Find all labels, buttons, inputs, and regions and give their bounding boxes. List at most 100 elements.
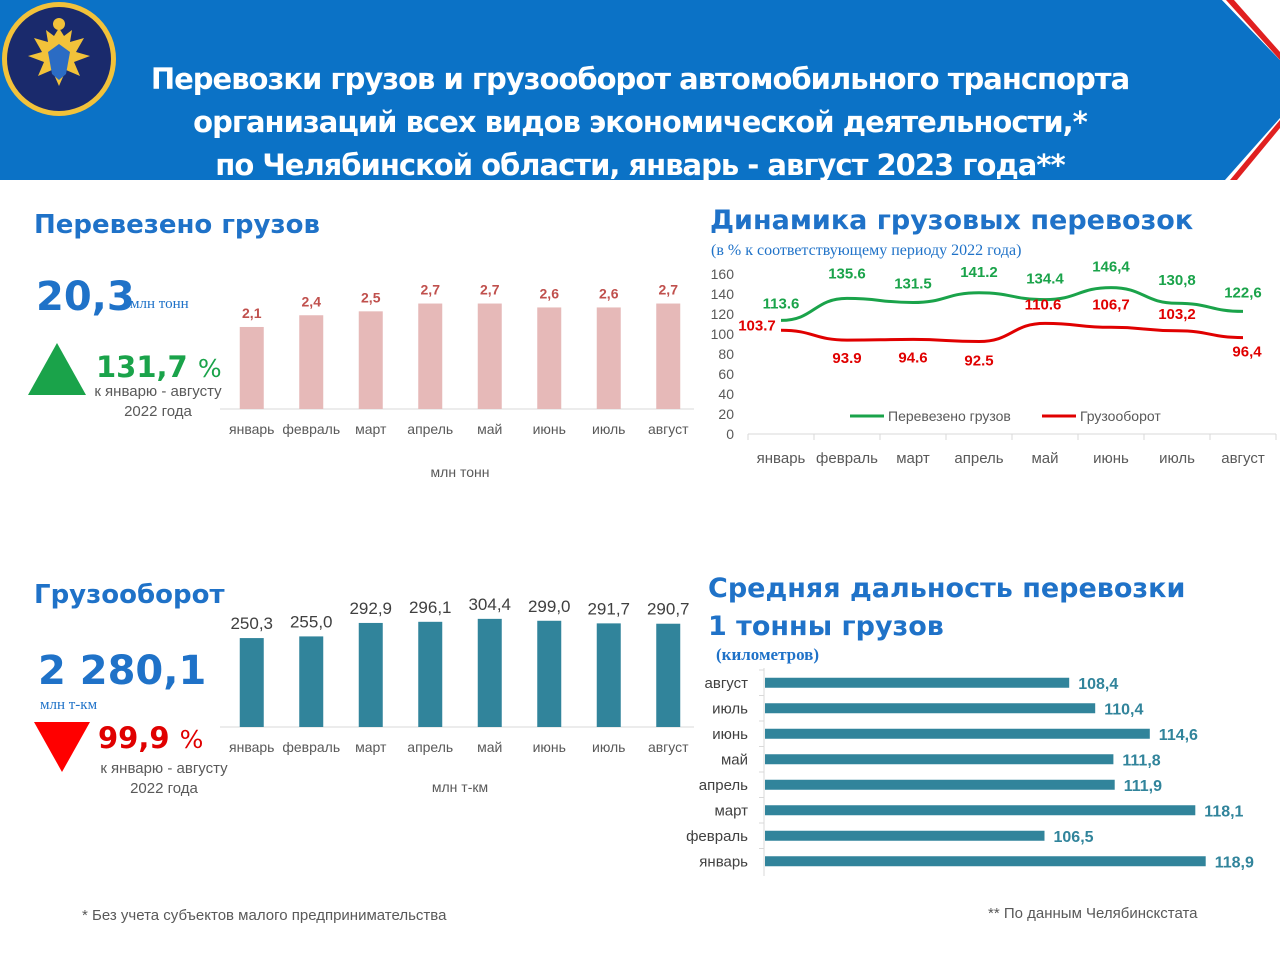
data-label: 103,2 xyxy=(1158,306,1196,323)
bar-июль xyxy=(765,703,1096,714)
bar-апрель xyxy=(418,621,443,727)
tick-label: январь xyxy=(757,450,806,467)
y-tick-label: 80 xyxy=(718,346,734,362)
footnote-right: ** По данным Челябинскстата xyxy=(988,905,1198,922)
turnover-change-value: 99,9 % xyxy=(98,721,203,755)
tick-label: июль xyxy=(592,739,625,755)
cargo-bar-chart: 2,1 январь 2,4 февраль 2,5 март 2,7 апрель 2,7 ма… xyxy=(220,282,694,480)
page-title-line1: Перевозки грузов и грузооборот автомобил… xyxy=(150,62,1130,96)
data-label: 93.9 xyxy=(832,350,861,367)
tick-label: февраль xyxy=(686,828,748,845)
cargo-section-title: Перевезено грузов xyxy=(34,210,320,240)
bar-февраль xyxy=(299,315,324,409)
tick-label: июнь xyxy=(712,726,748,743)
bar-январь xyxy=(239,326,264,409)
dynamics-line-chart: 0 20 40 60 80 100 120 140 160 январь февраль март ап… xyxy=(711,259,1277,467)
data-label: 2,7 xyxy=(659,282,679,298)
data-label: 296,1 xyxy=(409,598,452,617)
tick-label: апрель xyxy=(954,450,1003,467)
tick-label: март xyxy=(355,739,387,755)
tick-label: июнь xyxy=(1093,450,1129,467)
x-axis-label: млн т-км xyxy=(432,779,488,795)
y-tick-label: 100 xyxy=(711,326,735,342)
bar-июль xyxy=(596,623,621,727)
cargo-change-caption: к январю - августу 2022 года xyxy=(88,383,228,420)
legend-label: Перевезено грузов xyxy=(888,408,1011,424)
tick-label: март xyxy=(355,421,387,437)
tick-label: май xyxy=(477,421,502,437)
data-label: 299,0 xyxy=(528,597,571,616)
tick-label: май xyxy=(477,739,502,755)
tick-label: август xyxy=(648,421,689,437)
tick-label: июнь xyxy=(533,739,566,755)
tick-label: февраль xyxy=(816,450,878,467)
banner-background xyxy=(0,0,1280,180)
data-label: 108,4 xyxy=(1078,676,1118,693)
cargo-change-caption-line2: 2022 года xyxy=(124,403,192,420)
footnote-left: * Без учета субъектов малого предпринима… xyxy=(82,907,447,924)
data-label: 118,1 xyxy=(1204,803,1243,820)
data-label: 141.2 xyxy=(960,264,998,281)
data-label: 96,4 xyxy=(1232,344,1262,361)
data-label: 134.4 xyxy=(1026,271,1064,288)
tick-label: июль xyxy=(1159,450,1195,467)
y-tick-label: 0 xyxy=(726,426,734,442)
data-label: 2,6 xyxy=(599,285,619,301)
tick-label: июнь xyxy=(533,421,566,437)
tick-label: январь xyxy=(699,853,748,870)
data-label: 2,7 xyxy=(421,282,441,298)
tick-label: август xyxy=(648,739,689,755)
data-label: 304,4 xyxy=(468,595,511,614)
data-label: 250,3 xyxy=(230,614,273,633)
legend-label: Грузооборот xyxy=(1080,408,1161,424)
turnover-total-unit: млн т-км xyxy=(40,697,98,713)
turnover-change-caption: к январю - августу 2022 года xyxy=(94,760,234,797)
bar-июнь xyxy=(537,620,562,727)
bar-февраль xyxy=(299,636,324,727)
page-title: Перевозки грузов и грузооборот автомобил… xyxy=(140,58,1140,187)
data-label: 2,7 xyxy=(480,282,500,298)
tick-label: апрель xyxy=(407,739,453,755)
tick-label: февраль xyxy=(282,421,340,437)
bar-февраль xyxy=(765,830,1045,841)
dynamics-title: Динамика грузовых перевозок xyxy=(710,205,1194,236)
dynamics-subtitle: (в % к соответствующему периоду 2022 год… xyxy=(711,242,1022,259)
data-label: 106,5 xyxy=(1054,829,1094,846)
tick-label: март xyxy=(896,450,930,467)
series-line-turnover xyxy=(780,321,1244,344)
cargo-change-value: 131,7 % xyxy=(96,350,222,384)
bar-март xyxy=(358,311,383,409)
bar-июль xyxy=(596,307,621,409)
bar-апрель xyxy=(765,779,1115,790)
x-axis-label: млн тонн xyxy=(431,464,490,480)
emblem-icon xyxy=(2,2,116,116)
bar-август xyxy=(656,623,681,727)
data-label: 290,7 xyxy=(647,600,690,619)
data-label: 111,8 xyxy=(1122,752,1160,769)
data-label: 113.6 xyxy=(763,295,800,312)
y-tick-label: 20 xyxy=(718,406,734,422)
turnover-change-number: 99,9 xyxy=(98,721,170,755)
turnover-bar-chart: 250,3 январь 255,0 февраль 292,9 март 296,1 апр… xyxy=(220,595,694,795)
tick-label: январь xyxy=(229,421,274,437)
data-label: 94.6 xyxy=(898,349,927,366)
turnover-change-caption-line2: 2022 года xyxy=(130,780,198,797)
data-label: 114,6 xyxy=(1159,727,1198,744)
tick-label: июль xyxy=(712,700,748,717)
data-label: 2,1 xyxy=(242,305,262,321)
tick-label: июль xyxy=(592,421,625,437)
data-label: 92.5 xyxy=(964,353,993,370)
cargo-total-unit: млн тонн xyxy=(130,296,189,312)
data-label: 118,9 xyxy=(1215,854,1254,871)
series-line-cargo xyxy=(780,286,1244,322)
bar-март xyxy=(765,805,1196,816)
bar-январь xyxy=(239,638,264,727)
bar-июнь xyxy=(765,728,1150,739)
data-label: 111,9 xyxy=(1124,778,1162,795)
cargo-change-number: 131,7 xyxy=(96,350,188,384)
tick-label: февраль xyxy=(282,739,340,755)
data-label: 103.7 xyxy=(738,317,776,334)
data-label: 130,8 xyxy=(1158,272,1196,289)
y-tick-label: 60 xyxy=(718,366,734,382)
data-label: 292,9 xyxy=(349,599,392,618)
